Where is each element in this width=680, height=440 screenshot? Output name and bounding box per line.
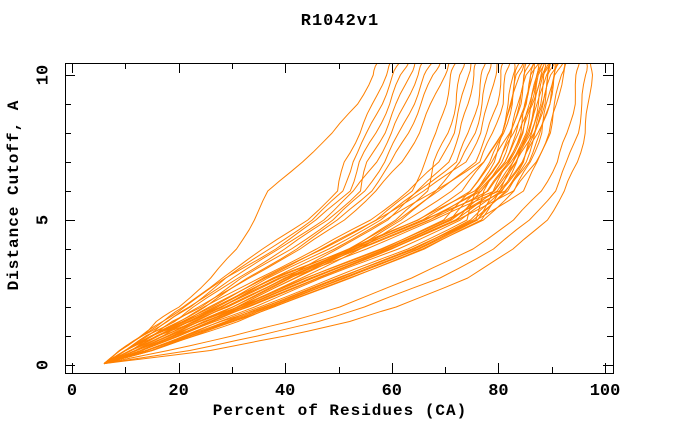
model-curves — [103, 64, 593, 365]
x-tick-label: 60 — [382, 382, 402, 401]
model-curve — [103, 64, 498, 365]
model-curve — [103, 64, 450, 365]
model-curve — [103, 64, 539, 365]
model-curve — [103, 64, 400, 365]
x-tick-label: 0 — [67, 382, 77, 401]
model-curve — [103, 64, 556, 365]
model-curve — [103, 64, 588, 365]
y-tick-label: 0 — [35, 360, 54, 370]
model-curve — [103, 64, 566, 365]
tick-labels: 0 20 40 60 80 100 0 5 10 — [35, 65, 621, 401]
x-axis-label: Percent of Residues (CA) — [212, 402, 468, 420]
model-curve — [103, 64, 492, 365]
x-tick-label: 20 — [168, 382, 188, 401]
model-curve — [103, 64, 504, 365]
plot-title: R1042v1 — [300, 12, 380, 31]
model-curve — [103, 64, 564, 365]
model-curve — [103, 64, 378, 364]
model-curve — [103, 64, 540, 365]
model-curve — [103, 64, 476, 365]
model-curve — [103, 64, 555, 365]
model-curve — [103, 64, 416, 365]
model-curve — [103, 64, 593, 365]
model-curve — [103, 64, 409, 364]
model-curve — [103, 64, 567, 365]
y-axis-label: Distance Cutoff, A — [5, 99, 23, 291]
x-tick-label: 40 — [275, 382, 295, 401]
model-curve — [103, 64, 516, 365]
model-curve — [103, 64, 466, 365]
model-curve — [103, 64, 423, 364]
y-tick-label: 5 — [35, 215, 54, 225]
model-curve — [103, 64, 542, 365]
plot-border-and-ticks — [65, 63, 614, 374]
model-curve — [103, 64, 547, 365]
model-curve — [103, 64, 391, 364]
model-curve — [103, 64, 432, 365]
x-tick-label: 80 — [488, 382, 508, 401]
model-curve — [103, 64, 551, 365]
y-tick-label: 10 — [35, 65, 54, 85]
model-curve — [103, 64, 580, 365]
model-curve — [103, 64, 511, 365]
model-curve — [103, 64, 486, 365]
model-curve — [103, 64, 441, 365]
x-tick-label: 100 — [590, 382, 621, 401]
model-curve — [103, 64, 472, 365]
